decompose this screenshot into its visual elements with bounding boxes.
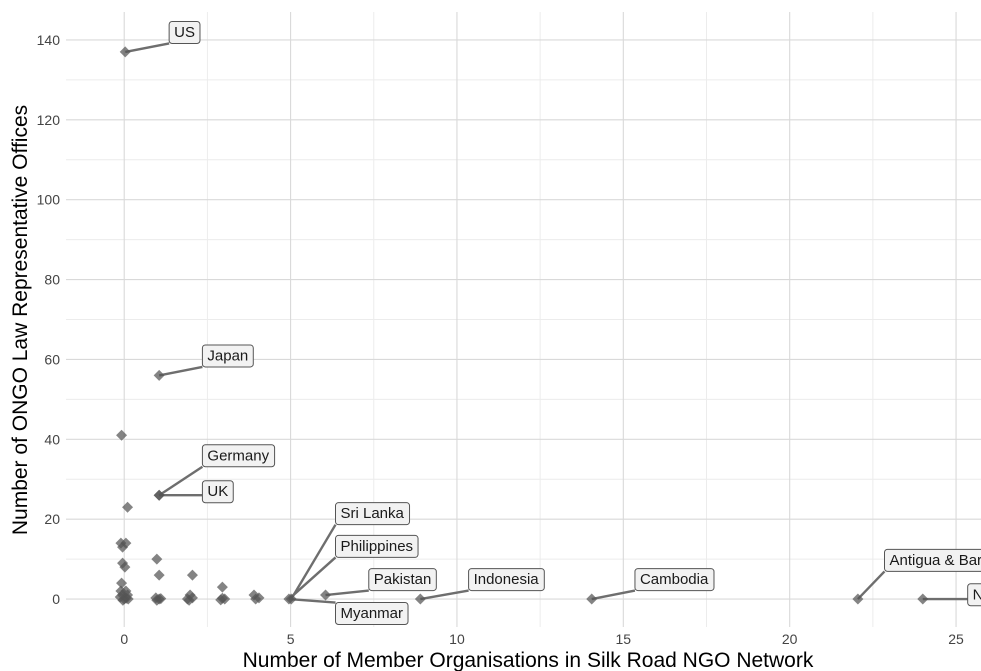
label-leader-line	[420, 591, 468, 599]
point-label-text: Japan	[207, 347, 248, 364]
y-tick-label: 20	[44, 511, 60, 527]
label-leader-line	[858, 571, 885, 599]
y-tick-label: 40	[44, 431, 60, 447]
point-label-text: Sri Lanka	[341, 505, 405, 522]
point-label-text: Nepal	[973, 586, 981, 603]
data-point	[187, 570, 198, 581]
x-tick-label: 20	[782, 631, 798, 647]
y-axis-title: Number of ONGO Law Representative Office…	[9, 105, 32, 535]
x-tick-label: 25	[948, 631, 964, 647]
data-points	[115, 46, 929, 605]
label-leader-line	[326, 591, 369, 595]
y-axis-ticks: 0 20 40 60 80 100 120 140	[37, 32, 61, 607]
minor-gridlines	[66, 12, 981, 627]
point-label-text: Myanmar	[341, 605, 404, 622]
point-label-text: Philippines	[341, 538, 414, 555]
x-axis-title: Number of Member Organisations in Silk R…	[243, 649, 814, 671]
x-tick-label: 10	[449, 631, 465, 647]
label-leader-line	[159, 367, 202, 375]
data-point	[415, 594, 426, 605]
x-axis-ticks: 0 5 10 15 20 25	[120, 631, 964, 647]
data-point	[151, 554, 162, 565]
y-tick-label: 140	[37, 32, 61, 48]
point-label-text: Antigua & Barbuda	[890, 552, 981, 569]
y-tick-label: 0	[52, 591, 60, 607]
point-label-text: UK	[207, 483, 228, 500]
x-tick-label: 15	[616, 631, 632, 647]
point-label-text: Pakistan	[374, 571, 432, 588]
label-leader-line	[159, 467, 202, 495]
y-tick-label: 100	[37, 192, 61, 208]
x-tick-label: 5	[287, 631, 295, 647]
data-point	[154, 570, 165, 581]
data-point	[917, 594, 928, 605]
label-leader-line	[125, 43, 169, 51]
data-point	[586, 594, 597, 605]
point-label-text: Indonesia	[474, 571, 540, 588]
label-leader-line	[592, 591, 635, 599]
point-label-text: Cambodia	[640, 571, 709, 588]
data-point	[217, 582, 228, 593]
point-label-text: US	[174, 24, 195, 41]
x-tick-label: 0	[120, 631, 128, 647]
y-tick-label: 60	[44, 351, 60, 367]
y-tick-label: 120	[37, 112, 61, 128]
y-tick-label: 80	[44, 272, 60, 288]
data-point	[120, 46, 131, 57]
data-point	[154, 370, 165, 381]
point-label-text: Germany	[207, 447, 269, 464]
